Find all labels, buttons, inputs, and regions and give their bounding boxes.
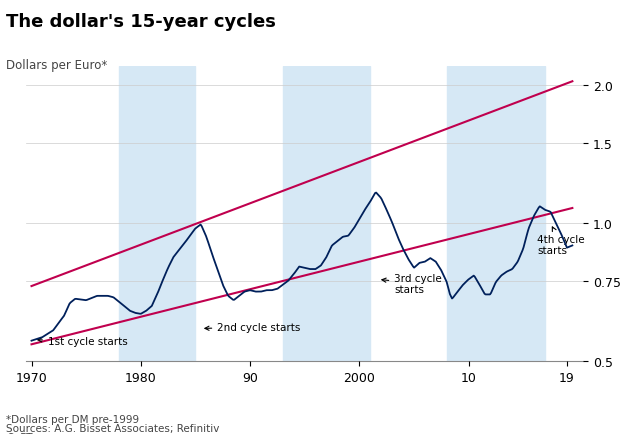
Text: 3rd cycle
starts: 3rd cycle starts	[382, 273, 442, 294]
Bar	[119, 67, 195, 362]
Text: © FT: © FT	[6, 432, 32, 434]
Text: 1st cycle starts: 1st cycle starts	[38, 337, 128, 347]
Text: Dollars per Euro*: Dollars per Euro*	[6, 59, 107, 72]
Text: 4th cycle
starts: 4th cycle starts	[537, 227, 585, 256]
Text: The dollar's 15-year cycles: The dollar's 15-year cycles	[6, 13, 276, 31]
Bar	[446, 67, 545, 362]
Text: Sources: A.G. Bisset Associates; Refinitiv: Sources: A.G. Bisset Associates; Refinit…	[6, 423, 219, 433]
Text: 2nd cycle starts: 2nd cycle starts	[205, 322, 301, 332]
Bar	[283, 67, 370, 362]
Text: *Dollars per DM pre-1999: *Dollars per DM pre-1999	[6, 414, 139, 424]
